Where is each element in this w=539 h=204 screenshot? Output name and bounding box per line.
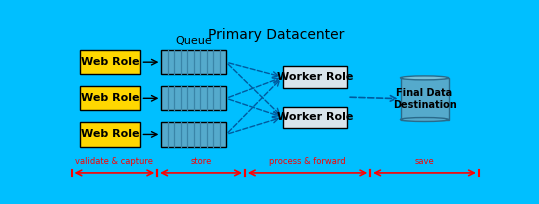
Text: Worker Role: Worker Role — [277, 72, 353, 82]
Text: Web Role: Web Role — [81, 57, 140, 67]
Ellipse shape — [400, 118, 448, 122]
Text: validate & capture: validate & capture — [75, 157, 154, 166]
Text: save: save — [414, 157, 434, 166]
FancyBboxPatch shape — [80, 86, 141, 111]
FancyBboxPatch shape — [161, 50, 226, 74]
FancyBboxPatch shape — [282, 67, 347, 88]
Text: Worker Role: Worker Role — [277, 112, 353, 122]
Text: Web Role: Web Role — [81, 129, 140, 140]
FancyBboxPatch shape — [400, 78, 448, 120]
Text: Web Role: Web Role — [81, 93, 140, 103]
Ellipse shape — [400, 76, 448, 80]
FancyBboxPatch shape — [161, 86, 226, 111]
Text: store: store — [190, 157, 212, 166]
Text: Final Data
Destination: Final Data Destination — [392, 88, 457, 110]
FancyBboxPatch shape — [282, 106, 347, 128]
FancyBboxPatch shape — [80, 50, 141, 74]
Text: Primary Datacenter: Primary Datacenter — [208, 29, 344, 42]
Text: process & forward: process & forward — [270, 157, 346, 166]
Text: Queue: Queue — [175, 36, 212, 46]
FancyBboxPatch shape — [161, 122, 226, 147]
FancyBboxPatch shape — [80, 122, 141, 147]
